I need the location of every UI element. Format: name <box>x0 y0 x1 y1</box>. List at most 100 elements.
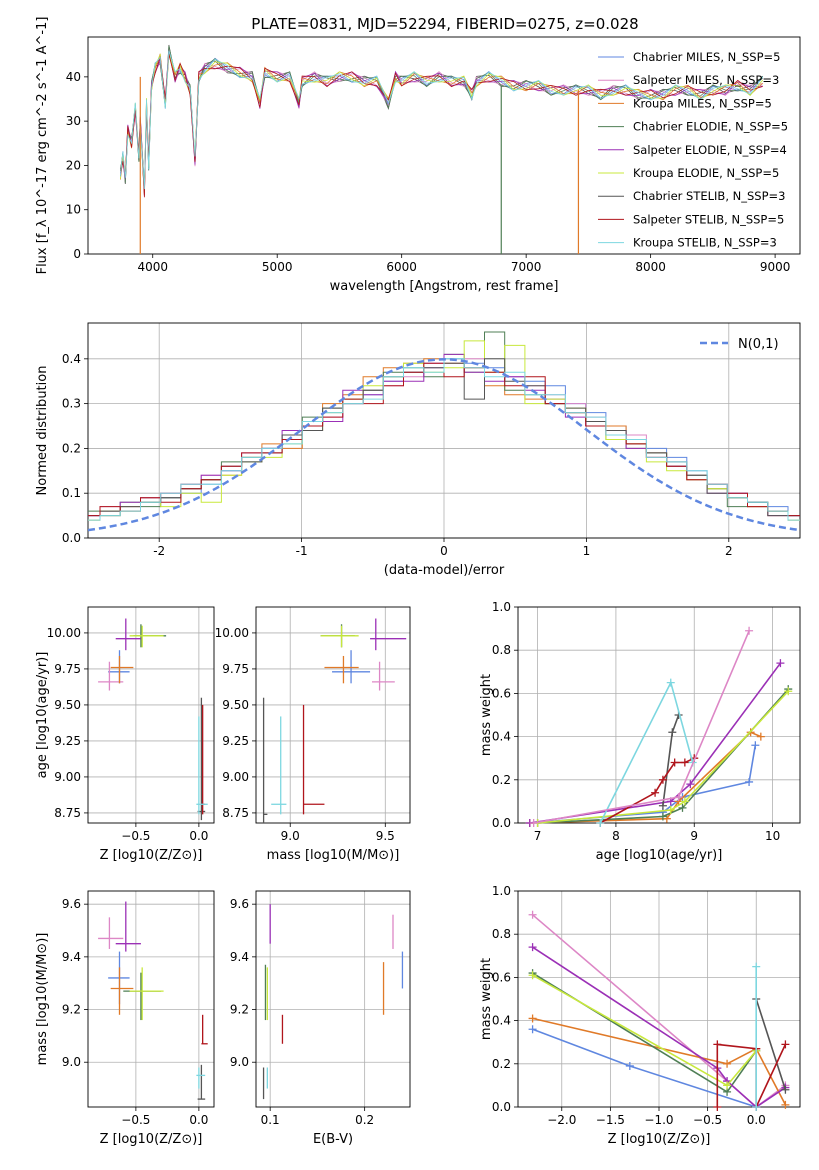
x-axis-label: wavelength [Angstrom, rest frame] <box>330 279 559 294</box>
y-tick-label: 40 <box>66 70 81 84</box>
y-tick-label: 9.6 <box>62 897 81 911</box>
mass-weight-line-2 <box>529 731 762 824</box>
y-tick-label: 10.00 <box>215 626 249 640</box>
histogram-series-4 <box>88 353 800 517</box>
plus-marker <box>528 943 537 952</box>
mass-weight-line-1 <box>533 630 750 824</box>
y-tick-label: 0.4 <box>492 730 511 744</box>
x-tick-label: 9 <box>690 829 698 843</box>
y-tick-label: 0.2 <box>62 441 81 455</box>
plus-marker <box>745 626 754 635</box>
histogram-series-5 <box>88 340 800 521</box>
histogram-series-2 <box>88 358 800 521</box>
plus-marker <box>781 1085 790 1094</box>
legend-label: Kroupa MILES, N_SSP=5 <box>633 96 772 110</box>
plus-marker <box>680 758 689 767</box>
axes-frame <box>87 890 215 1108</box>
x-axis-label: mass [log10(M/M⊙)] <box>267 848 400 863</box>
x-tick-label: 7 <box>534 829 542 843</box>
x-tick-label: 5000 <box>262 260 293 274</box>
plus-marker <box>756 732 765 741</box>
figure-title: PLATE=0831, MJD=52294, FIBERID=0275, z=0… <box>251 15 638 33</box>
y-tick-label: 10 <box>66 203 81 217</box>
plus-marker <box>781 1040 790 1049</box>
y-tick-label: 9.25 <box>54 734 81 748</box>
plus-marker <box>658 801 667 810</box>
axes-frame <box>255 890 411 1108</box>
spectrum-plot: 4000 5000 6000 7000 8000 9000 0 10 20 30 40 wavelen… <box>35 17 801 294</box>
histogram-series-6 <box>88 358 800 517</box>
plus-marker <box>658 775 667 784</box>
x-tick-label: 8000 <box>635 260 666 274</box>
plus-marker <box>670 758 679 767</box>
mass-weight-line-5 <box>532 974 757 1087</box>
plots: 4000 5000 6000 7000 8000 9000010203040wavelen… <box>35 17 801 1147</box>
spectrum-legend: Chabrier MILES, N_SSP=5 Salpeter MILES, N… <box>598 50 788 250</box>
plus-marker <box>686 780 695 789</box>
plus-marker <box>674 793 683 802</box>
normal-curve <box>88 358 800 532</box>
axes-frame <box>87 606 215 824</box>
x-tick-label: 0.0 <box>189 829 208 843</box>
plus-marker <box>781 1100 790 1109</box>
plus-marker <box>723 1081 732 1090</box>
y-tick-label: 10.00 <box>47 626 81 640</box>
legend-label: Chabrier MILES, N_SSP=5 <box>633 50 780 64</box>
y-tick-label: 9.0 <box>62 1055 81 1069</box>
x-tick-label: 9000 <box>760 260 791 274</box>
legend-label: Chabrier STELIB, N_SSP=3 <box>633 189 785 203</box>
y-tick-label: 0.4 <box>62 352 81 366</box>
y-tick-label: 0.6 <box>492 970 511 984</box>
x-tick-label: 0.0 <box>189 1113 208 1127</box>
legend-label: Salpeter STELIB, N_SSP=5 <box>633 212 784 226</box>
y-tick-label: 9.50 <box>222 698 249 712</box>
y-tick-label: 0.3 <box>62 397 81 411</box>
y-tick-label: 9.50 <box>54 698 81 712</box>
plus-marker <box>713 1040 722 1049</box>
y-tick-label: 9.75 <box>222 662 249 676</box>
spectrum-series-7 <box>120 53 763 198</box>
y-tick-label: 0 <box>73 247 81 261</box>
x-tick-label: 8 <box>612 829 620 843</box>
plus-marker <box>596 819 605 827</box>
y-axis-label: mass [log10(M/M⊙)] <box>35 933 50 1066</box>
plus-marker <box>528 1014 537 1023</box>
plus-marker <box>752 962 761 971</box>
plus-marker <box>651 788 660 797</box>
mass-weight-line-6 <box>662 714 680 806</box>
plus-marker <box>528 910 537 919</box>
histogram-series-0 <box>88 358 800 517</box>
histogram-series-1 <box>88 358 800 517</box>
age-vs-Z-plot: −0.5 0.0 8.75 9.00 9.25 9.50 9.75 10.00 Z [log10… <box>35 606 215 863</box>
mass-weight-line-6 <box>755 998 787 1090</box>
y-axis-label: Normed distribution <box>35 366 50 496</box>
mass-vs-Z-plot: −0.5 0.0 9.0 9.2 9.4 9.6 Z [log10(Z/Z⊙)] mass [… <box>35 890 215 1147</box>
x-tick-label: −1.5 <box>596 1113 625 1127</box>
legend-label: Salpeter MILES, N_SSP=3 <box>633 73 779 87</box>
x-tick-label: −0.5 <box>121 1113 150 1127</box>
axes-frame <box>255 606 411 824</box>
plus-marker <box>625 1061 634 1070</box>
x-tick-label: -1 <box>296 544 308 558</box>
legend-label: Kroupa STELIB, N_SSP=3 <box>633 236 777 250</box>
y-tick-label: 9.00 <box>54 770 81 784</box>
plus-marker <box>666 806 675 815</box>
plus-marker <box>528 971 537 980</box>
x-tick-label: 9.0 <box>281 829 300 843</box>
mass-weight-vs-Z-plot: −2.0 −1.5 −1.0 −0.5 0.0 0.0 0.2 0.4 0.6 0.8 1.0 Z [… <box>479 884 801 1147</box>
plus-marker <box>751 741 760 750</box>
plus-marker <box>528 1025 537 1034</box>
y-tick-label: 8.75 <box>54 806 81 820</box>
x-tick-label: 1 <box>583 544 591 558</box>
y-tick-label: 0.6 <box>492 686 511 700</box>
legend-label: Chabrier ELODIE, N_SSP=5 <box>633 120 788 134</box>
y-axis-label: mass weight <box>479 958 494 1040</box>
x-axis-label: age [log10(age/yr)] <box>596 848 723 863</box>
x-tick-label: −0.5 <box>693 1113 722 1127</box>
y-tick-label: 0.0 <box>492 816 511 830</box>
x-tick-label: 0.2 <box>355 1113 374 1127</box>
plus-marker <box>666 678 675 687</box>
histogram-steps <box>88 331 800 532</box>
y-tick-label: 1.0 <box>492 600 511 614</box>
